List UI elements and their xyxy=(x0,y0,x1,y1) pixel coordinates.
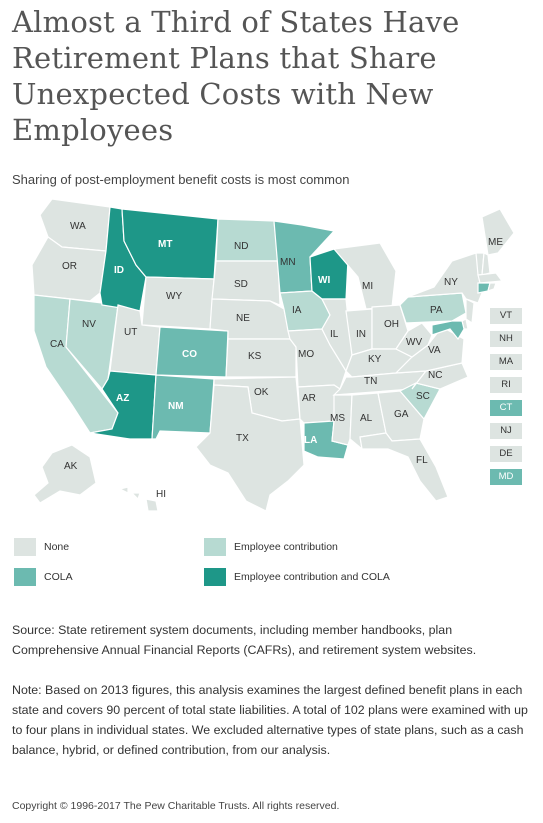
legend-swatch-cola xyxy=(14,568,36,586)
label-NV: NV xyxy=(82,319,96,330)
state-SD[interactable] xyxy=(211,260,281,306)
label-IA: IA xyxy=(292,305,302,316)
label-AZ: AZ xyxy=(116,393,129,404)
state-NH[interactable] xyxy=(481,252,491,276)
state-OR[interactable] xyxy=(31,236,107,302)
state-AZ[interactable] xyxy=(89,370,157,440)
label-WI: WI xyxy=(318,275,330,286)
label-AR: AR xyxy=(302,393,316,404)
state-NJ[interactable] xyxy=(465,298,475,325)
label-IN: IN xyxy=(356,329,366,340)
label-UT: UT xyxy=(124,327,137,338)
state-MD[interactable] xyxy=(431,320,465,341)
state-HI[interactable] xyxy=(118,486,159,512)
state-NY[interactable] xyxy=(407,252,483,304)
state-MA[interactable] xyxy=(477,272,504,284)
copyright-text: Copyright © 1996-2017 The Pew Charitable… xyxy=(12,800,340,812)
label-WA: WA xyxy=(70,221,86,232)
label-NY: NY xyxy=(444,277,458,288)
legend-swatch-employee-contribution xyxy=(204,538,226,556)
legend-label-cola: COLA xyxy=(44,571,73,583)
small-state-VT[interactable]: VT xyxy=(490,308,522,324)
state-WY[interactable] xyxy=(141,276,215,330)
state-KS[interactable] xyxy=(225,338,297,378)
source-text: Source: State retirement system document… xyxy=(12,623,477,657)
label-MI: MI xyxy=(362,281,373,292)
state-FL[interactable] xyxy=(359,432,449,502)
state-ND[interactable] xyxy=(215,218,279,262)
note-text: Note: Based on 2013 figures, this analys… xyxy=(12,683,528,757)
label-MS: MS xyxy=(330,413,345,424)
label-TX: TX xyxy=(236,433,249,444)
label-NC: NC xyxy=(428,370,442,381)
legend-label-both: Employee contribution and COLA xyxy=(234,571,390,583)
state-IL[interactable] xyxy=(321,298,353,373)
small-state-CT[interactable]: CT xyxy=(490,400,522,416)
us-map: WA OR CA NV ID MT WY UT AZ CO NM ND SD N… xyxy=(0,195,543,515)
label-AK: AK xyxy=(64,461,78,472)
state-RI[interactable] xyxy=(487,282,497,292)
label-SC: SC xyxy=(416,391,430,402)
label-WV: WV xyxy=(406,337,422,348)
label-OK: OK xyxy=(254,387,269,398)
legend-none: None xyxy=(14,538,69,556)
label-CO: CO xyxy=(182,349,197,360)
label-ND: ND xyxy=(234,241,248,252)
small-state-MD[interactable]: MD xyxy=(490,469,522,485)
label-SD: SD xyxy=(234,279,248,290)
state-AK[interactable] xyxy=(33,444,97,504)
label-FL: FL xyxy=(416,455,428,466)
legend-employee-contribution: Employee contribution xyxy=(204,538,338,556)
label-CA: CA xyxy=(50,339,64,350)
label-WY: WY xyxy=(166,291,182,302)
label-KS: KS xyxy=(248,351,262,362)
legend-label-employee-contribution: Employee contribution xyxy=(234,541,338,553)
label-MT: MT xyxy=(158,239,172,250)
state-VA[interactable] xyxy=(394,326,465,374)
state-TX[interactable] xyxy=(195,384,305,512)
label-AL: AL xyxy=(360,413,373,424)
label-PA: PA xyxy=(430,305,443,316)
legend-cola: COLA xyxy=(14,568,73,586)
label-LA: LA xyxy=(304,435,317,446)
label-GA: GA xyxy=(394,409,409,420)
legend-swatch-none xyxy=(14,538,36,556)
label-IL: IL xyxy=(330,329,339,340)
label-MN: MN xyxy=(280,257,296,268)
state-ME[interactable] xyxy=(481,208,515,256)
legend-swatch-both xyxy=(204,568,226,586)
label-ME: ME xyxy=(488,237,503,248)
legend: None Employee contribution COLA Employee… xyxy=(14,538,534,598)
small-state-MA[interactable]: MA xyxy=(490,354,522,370)
label-OH: OH xyxy=(384,319,399,330)
map-subtitle: Sharing of post-employment benefit costs… xyxy=(12,172,350,187)
small-state-DE[interactable]: DE xyxy=(490,446,522,462)
label-ID: ID xyxy=(114,265,124,276)
legend-label-none: None xyxy=(44,541,70,553)
label-HI: HI xyxy=(156,489,166,500)
page-title: Almost a Third of States Have Retirement… xyxy=(12,5,460,147)
small-state-RI[interactable]: RI xyxy=(490,377,522,393)
label-MO: MO xyxy=(298,349,314,360)
label-KY: KY xyxy=(368,354,382,365)
small-state-NJ[interactable]: NJ xyxy=(490,423,522,439)
label-TN: TN xyxy=(364,376,377,387)
label-OR: OR xyxy=(62,261,77,272)
label-NM: NM xyxy=(168,401,184,412)
label-NE: NE xyxy=(236,313,250,324)
legend-both: Employee contribution and COLA xyxy=(204,568,390,586)
label-VA: VA xyxy=(428,345,441,356)
small-state-NH[interactable]: NH xyxy=(490,331,522,347)
